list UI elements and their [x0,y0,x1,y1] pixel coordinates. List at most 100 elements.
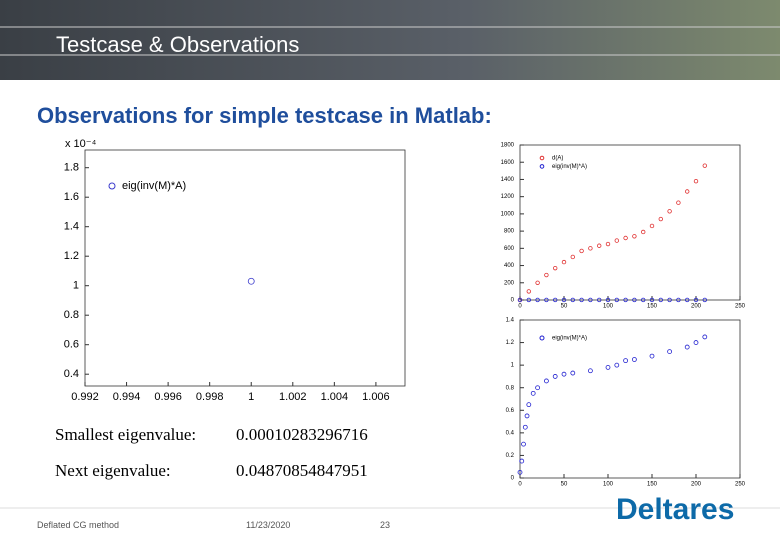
x-tick-label: 1.002 [279,391,307,403]
legend-label: eig(inv(M)*A) [552,336,587,342]
data-point [649,353,655,359]
data-point [588,368,593,374]
x-tick-label: 200 [691,482,702,488]
y-tick-label: 1000 [501,211,515,217]
legend-marker [539,335,545,341]
x-tick-label: 1.006 [362,391,390,403]
logo: Deltares [616,493,735,526]
data-point [535,385,540,391]
data-point [526,402,532,408]
y-tick-label: 800 [504,229,515,235]
data-point [597,297,602,303]
x-tick-label: 100 [603,482,614,488]
y-tick-label: 400 [504,263,515,269]
data-point [522,424,528,430]
x-tick-label: 0.992 [71,391,99,403]
x-tick-label: 100 [603,304,614,310]
x-tick-label: 250 [735,304,746,310]
slide-title: Testcase & Observations [56,32,300,57]
data-point [685,189,690,194]
y-tick-label: 0 [511,298,515,304]
data-point [693,340,699,345]
y-tick-label: 1400 [501,177,515,183]
x-tick-label: 0.996 [154,391,182,403]
data-point [544,378,549,384]
y-tick-label: 1.6 [64,191,79,203]
data-point [649,297,655,303]
data-point [561,259,567,265]
x-tick-label: 0.994 [113,391,141,403]
legend-label: eig(inv(M)*A) [552,164,587,170]
plot-frame [519,144,741,301]
y-tick-label: 1.4 [64,221,79,233]
data-point [517,469,523,475]
data-point [693,297,699,303]
data-point [605,241,611,247]
data-point [614,362,620,368]
legend-label: d(A) [552,156,563,162]
data-point [623,358,628,364]
data-point [702,163,707,168]
slide-subtitle: Observations for simple testcase in Matl… [37,103,492,128]
data-point [579,297,584,303]
y-tick-label: 1 [73,280,79,292]
data-point [553,265,558,271]
y-tick-label: 1.2 [64,250,79,262]
data-point [702,297,707,303]
y-tick-label: 0.4 [64,368,79,380]
plot-frame [519,319,741,479]
y-tick-label: 1 [511,363,515,369]
axis-exponent: x 10⁻⁴ [65,138,97,150]
x-tick-label: 50 [561,304,568,310]
data-point [605,297,611,303]
data-point [530,390,536,396]
data-point [658,297,663,303]
y-tick-label: 200 [504,280,515,286]
x-tick-label: 0 [518,482,522,488]
data-point [632,357,637,362]
x-tick-label: 0 [518,304,522,310]
data-point [623,297,628,303]
data-point [641,297,646,303]
data-point [676,200,681,205]
data-point [588,246,593,251]
data-point [667,349,672,355]
y-tick-label: 0 [511,476,515,482]
legend-marker [108,182,116,190]
data-point [570,370,576,376]
legend-marker [539,164,545,169]
y-tick-label: 1200 [501,194,515,200]
data-point [614,238,619,243]
data-point [552,374,558,379]
data-point [632,234,637,239]
data-point [517,297,523,303]
data-point [597,243,602,248]
data-point [649,223,655,229]
data-point [684,344,690,350]
data-point [535,280,540,285]
result-label: Next eigenvalue: [55,461,171,480]
footer-date: 11/23/2020 [246,520,291,530]
y-tick-label: 1600 [501,160,515,166]
x-tick-label: 0.998 [196,391,224,403]
y-tick-label: 0.8 [64,309,79,321]
y-tick-label: 600 [504,246,515,252]
y-tick-label: 1.4 [506,318,515,324]
x-tick-label: 150 [647,304,658,310]
data-point [667,209,672,214]
data-point [570,254,575,260]
result-label: Smallest eigenvalue: [55,425,197,444]
y-tick-label: 0.4 [506,430,515,436]
footer-text: Deflated CG method [37,520,120,530]
data-point [521,441,526,447]
data-point [702,334,708,340]
x-tick-label: 1 [248,391,254,403]
data-point [579,248,584,254]
data-point [588,297,593,303]
data-point [570,297,575,303]
x-tick-label: 50 [561,482,568,488]
data-point [667,297,672,303]
plot-frame [84,149,406,387]
data-point [623,235,628,241]
